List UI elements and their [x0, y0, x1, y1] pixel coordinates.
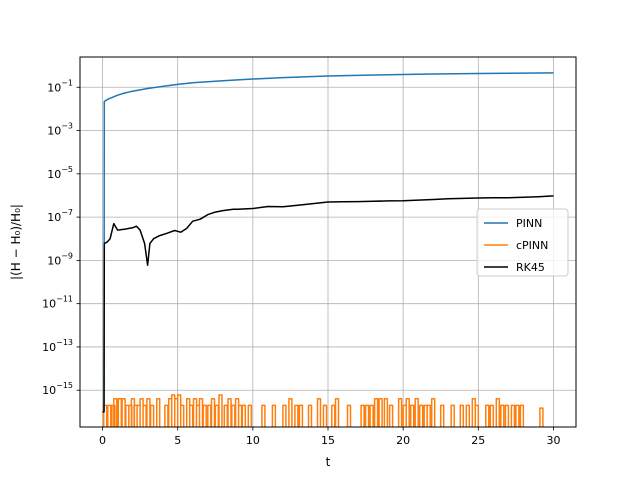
y-axis-label: |(H − H₀)/H₀|	[9, 204, 23, 280]
x-axis-label: t	[326, 455, 331, 469]
y-tick-label: 10−3	[47, 122, 73, 138]
series-line-pinn	[102, 72, 554, 413]
series-line-cpinn	[102, 394, 544, 427]
x-tick-label: 30	[546, 434, 560, 447]
x-tick-label: 25	[471, 434, 485, 447]
x-tick-label: 20	[396, 434, 410, 447]
y-tick-label: 10−5	[47, 165, 73, 181]
legend-label-pinn: PINN	[516, 217, 542, 230]
y-tick-label: 10−1	[47, 78, 73, 94]
x-ticks: 0 5 10 15 20 25 30	[99, 427, 560, 447]
y-tick-label: 10−13	[42, 338, 73, 354]
y-tick-label: 10−15	[42, 381, 73, 397]
x-tick-label: 5	[174, 434, 181, 447]
y-tick-label: 10−11	[42, 295, 73, 311]
y-ticks: 10−15 10−13 10−11 10−9 10−7 10−5 10−3 10−1	[42, 78, 80, 397]
legend-frame	[476, 208, 569, 277]
legend-label-cpinn: cPINN	[516, 239, 548, 252]
x-tick-label: 15	[321, 434, 335, 447]
y-tick-label: 10−9	[47, 251, 73, 267]
series-layer	[102, 72, 554, 427]
y-tick-label: 10−7	[47, 208, 73, 224]
x-tick-label: 10	[246, 434, 260, 447]
legend: PINN cPINN RK45	[476, 208, 569, 277]
legend-label-rk45: RK45	[516, 261, 545, 274]
x-tick-label: 0	[99, 434, 106, 447]
series-line-rk45	[102, 195, 554, 413]
